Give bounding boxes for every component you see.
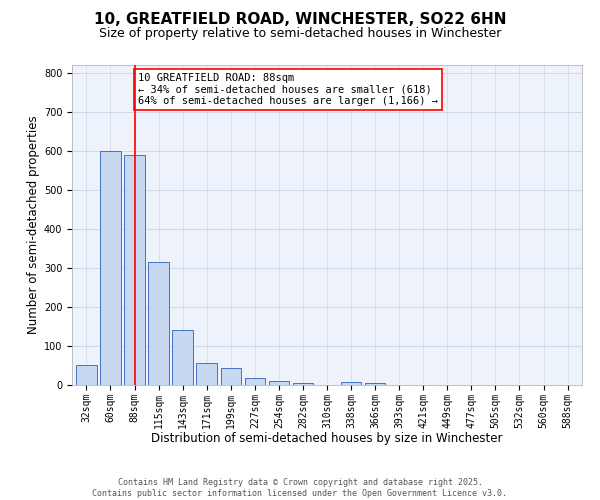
- Bar: [100, 151, 121, 385]
- Bar: [148, 262, 169, 385]
- Bar: [221, 368, 241, 385]
- X-axis label: Distribution of semi-detached houses by size in Winchester: Distribution of semi-detached houses by …: [151, 432, 503, 445]
- Bar: [124, 155, 145, 385]
- Bar: [172, 330, 193, 385]
- Bar: [196, 363, 217, 385]
- Text: Size of property relative to semi-detached houses in Winchester: Size of property relative to semi-detach…: [99, 28, 501, 40]
- Bar: [341, 382, 361, 385]
- Bar: [293, 383, 313, 385]
- Text: 10, GREATFIELD ROAD, WINCHESTER, SO22 6HN: 10, GREATFIELD ROAD, WINCHESTER, SO22 6H…: [94, 12, 506, 28]
- Bar: [76, 366, 97, 385]
- Y-axis label: Number of semi-detached properties: Number of semi-detached properties: [26, 116, 40, 334]
- Bar: [365, 383, 385, 385]
- Text: 10 GREATFIELD ROAD: 88sqm
← 34% of semi-detached houses are smaller (618)
64% of: 10 GREATFIELD ROAD: 88sqm ← 34% of semi-…: [138, 73, 438, 106]
- Text: Contains HM Land Registry data © Crown copyright and database right 2025.
Contai: Contains HM Land Registry data © Crown c…: [92, 478, 508, 498]
- Bar: [245, 378, 265, 385]
- Bar: [269, 381, 289, 385]
